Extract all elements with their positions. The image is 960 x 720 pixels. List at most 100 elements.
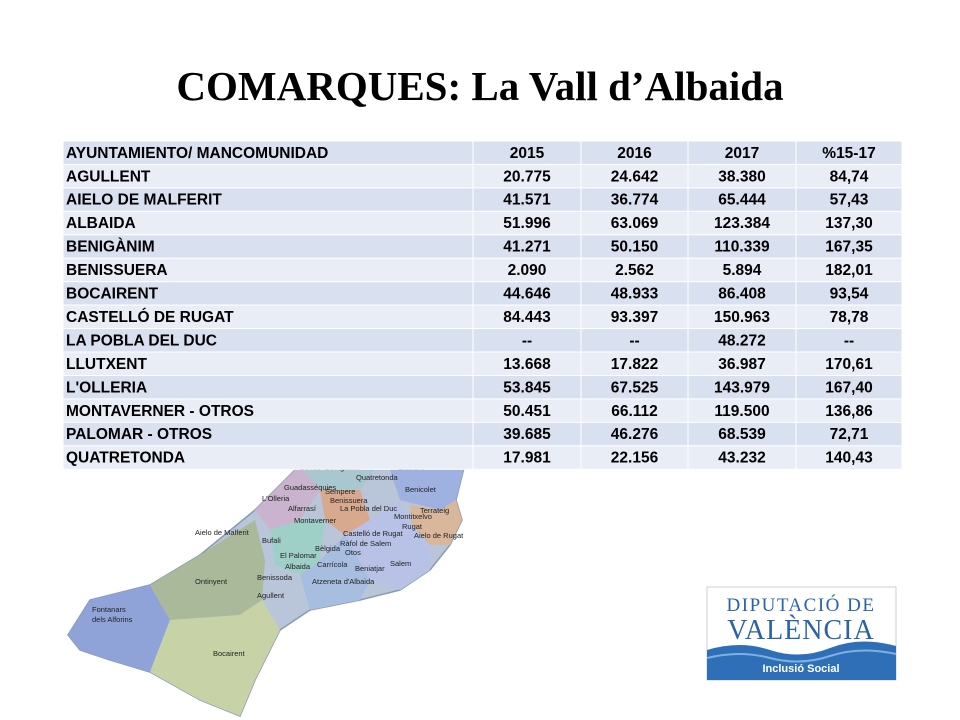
map-region bbox=[255, 465, 320, 530]
cell-text: 78,78 bbox=[830, 309, 869, 326]
cell-text: 84.443 bbox=[503, 309, 551, 326]
map-label: Terrateig bbox=[420, 506, 449, 515]
map-label: Bèlgida bbox=[315, 544, 341, 553]
map-label: Aielo de Rugat bbox=[414, 531, 464, 540]
cell-text: 167,35 bbox=[825, 239, 873, 256]
cell-text: AIELO DE MALFERIT bbox=[66, 192, 222, 209]
cell-text: 68.539 bbox=[718, 426, 766, 443]
cell-text: 167,40 bbox=[825, 379, 872, 396]
map-label: Otos bbox=[345, 548, 361, 557]
logo-line1: DIPUTACIÓ DE bbox=[727, 594, 876, 616]
cell-text: BENISSUERA bbox=[66, 262, 168, 279]
cell-text: 143.979 bbox=[714, 379, 770, 396]
map-region bbox=[68, 585, 170, 672]
cell-text: -- bbox=[629, 332, 639, 349]
cell-text: BENIGÀNIM bbox=[66, 239, 155, 256]
cell-text: LLUTXENT bbox=[66, 356, 147, 373]
map-label: El Palomar bbox=[280, 551, 317, 560]
cell-text: 20.775 bbox=[503, 168, 551, 185]
map-label: Fontanars bbox=[92, 605, 126, 614]
cell-text: 136,86 bbox=[825, 403, 873, 420]
logo: DIPUTACIÓ DE VALÈNCIA Inclusió Social bbox=[706, 586, 897, 681]
map-label: Benissoda bbox=[257, 573, 293, 582]
header-cell-text: 2016 bbox=[617, 145, 652, 162]
map-label: Sempere bbox=[325, 487, 355, 496]
cell-text: 41.571 bbox=[503, 192, 551, 209]
cell-text: LA POBLA DEL DUC bbox=[66, 332, 217, 349]
map-region bbox=[410, 500, 462, 545]
header-cell-text: 2017 bbox=[725, 145, 759, 162]
cell-text: 93,54 bbox=[830, 286, 869, 303]
map-label: Montitxelvo bbox=[394, 512, 432, 521]
cell-text: -- bbox=[522, 332, 532, 349]
cell-text: 140,43 bbox=[825, 450, 873, 467]
map-region bbox=[320, 490, 370, 535]
map-label: Castelló de Rugat bbox=[343, 529, 404, 538]
cell-text: 38.380 bbox=[718, 168, 765, 185]
map: PinetLlutxentBellúsBenigànimQuatretondaG… bbox=[67, 392, 467, 717]
cell-text: 110.339 bbox=[714, 239, 770, 256]
cell-text: 137,30 bbox=[825, 215, 872, 232]
cell-text: 41.271 bbox=[503, 239, 551, 256]
map-label: Quatretonda bbox=[356, 473, 399, 482]
cell-text: 46.276 bbox=[611, 426, 659, 443]
cell-text: 86.408 bbox=[718, 286, 766, 303]
cell-text: L'OLLERIA bbox=[66, 379, 147, 396]
map-label: Aielo de Malferit bbox=[195, 528, 250, 537]
cell-text: -- bbox=[844, 332, 854, 349]
cell-text: ALBAIDA bbox=[66, 215, 136, 232]
cell-text: 57,43 bbox=[830, 192, 869, 209]
data-table: AYUNTAMIENTO/ MANCOMUNIDAD 2015 2016 2017 %1… bbox=[62, 140, 903, 470]
cell-text: 2.090 bbox=[508, 262, 547, 279]
cell-text: 63.069 bbox=[611, 215, 659, 232]
map-region bbox=[150, 520, 265, 620]
map-label: Benicolet bbox=[405, 485, 437, 494]
cell-text: 65.444 bbox=[718, 192, 766, 209]
map-label: Montaverner bbox=[294, 516, 337, 525]
cell-text: 182,01 bbox=[825, 262, 873, 279]
table-cell bbox=[795, 445, 903, 470]
map-label: dels Alforins bbox=[92, 615, 133, 624]
map-label: Carrícola bbox=[317, 560, 348, 569]
map-region bbox=[300, 535, 370, 610]
cell-text: 50.150 bbox=[611, 239, 658, 256]
map-label: Agullent bbox=[257, 591, 285, 600]
map-region bbox=[345, 500, 430, 590]
map-label: L'Olleria bbox=[262, 494, 290, 503]
cell-text: 22.156 bbox=[611, 450, 659, 467]
map-region bbox=[150, 600, 280, 716]
cell-text: AGULLENT bbox=[66, 168, 151, 185]
cell-text: CASTELLÓ DE RUGAT bbox=[66, 308, 234, 326]
cell-text: 93.397 bbox=[611, 309, 658, 326]
slide-title: COMARQUES: La Vall d’Albaida bbox=[176, 63, 783, 109]
cell-text: 72,71 bbox=[830, 426, 869, 443]
header-cell-text: AYUNTAMIENTO/ MANCOMUNIDAD bbox=[66, 145, 328, 162]
map-label: Rugat bbox=[402, 522, 423, 531]
map-label: Benissuera bbox=[330, 496, 368, 505]
cell-text: 17.822 bbox=[611, 356, 658, 373]
cell-text: 13.668 bbox=[503, 356, 551, 373]
cell-text: 39.685 bbox=[503, 426, 551, 443]
map-region bbox=[270, 520, 325, 575]
cell-text: 66.112 bbox=[611, 403, 658, 420]
cell-text: 67.525 bbox=[611, 379, 659, 396]
cell-text: 48.272 bbox=[718, 332, 765, 349]
map-label: Ràfol de Salem bbox=[340, 539, 391, 548]
map-label: Bocairent bbox=[213, 649, 246, 658]
map-label: Beniatjar bbox=[355, 564, 385, 573]
logo-band-text: Inclusió Social bbox=[762, 663, 839, 675]
cell-text: 17.981 bbox=[503, 450, 551, 467]
map-label: Guadasséquies bbox=[284, 483, 336, 492]
map-label: Ontinyent bbox=[195, 577, 228, 586]
cell-text: 170,61 bbox=[825, 356, 873, 373]
map-label: Atzeneta d'Albaida bbox=[312, 577, 375, 586]
map-label: Albaida bbox=[285, 562, 311, 571]
cell-text: 48.933 bbox=[611, 286, 659, 303]
cell-text: 24.642 bbox=[611, 168, 658, 185]
header-cell-text: %15-17 bbox=[822, 145, 875, 162]
header-cell-text: 2015 bbox=[510, 145, 545, 162]
logo-line2: VALÈNCIA bbox=[727, 615, 874, 646]
cell-text: BOCAIRENT bbox=[66, 286, 159, 303]
map-label: Salem bbox=[390, 559, 411, 568]
cell-text: 2.562 bbox=[615, 262, 654, 279]
